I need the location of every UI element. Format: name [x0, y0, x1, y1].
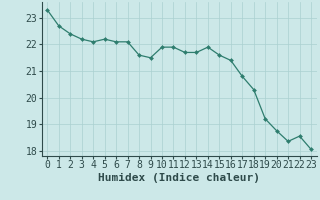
X-axis label: Humidex (Indice chaleur): Humidex (Indice chaleur)	[98, 173, 260, 183]
